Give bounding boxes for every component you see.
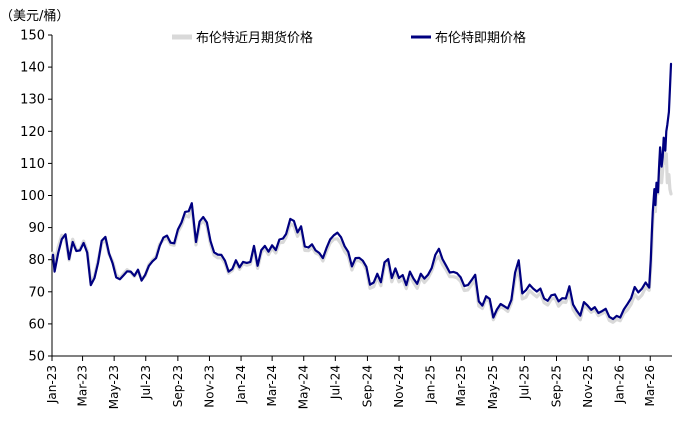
x-tick-label-16: Sep-25 [549, 365, 563, 407]
series-line-spot [51, 62, 673, 321]
x-tick-label-9: Jul-24 [328, 365, 342, 400]
x-tick-label-3: Jul-23 [139, 365, 153, 400]
x-axis: Jan-23 Mar-23 May-23 Jul-23 Sep-23 Nov-23 Jan-… [45, 355, 672, 409]
y-tick-label-70: 70 [28, 285, 45, 300]
legend-label-futures: 布伦特近月期货价格 [196, 30, 313, 46]
legend-item-spot: 布伦特即期价格 [411, 30, 526, 46]
x-tick-label-5: Nov-23 [202, 365, 216, 408]
y-tick-label-90: 90 [28, 221, 45, 236]
legend-item-futures: 布伦特近月期货价格 [172, 30, 313, 46]
x-tick-label-13: Mar-25 [454, 365, 468, 406]
y-tick-label-130: 130 [20, 93, 45, 108]
x-tick-label-17: Nov-25 [581, 365, 595, 408]
y-tick-label-60: 60 [28, 317, 45, 332]
x-tick-label-2: May-23 [107, 365, 121, 409]
unit-label: （美元/桶） [0, 9, 69, 24]
x-tick-label-1: Mar-23 [76, 365, 90, 406]
series-line-futures [51, 142, 673, 324]
y-tick-label-110: 110 [20, 157, 45, 172]
y-tick-label-140: 140 [20, 61, 45, 76]
x-tick-label-7: Mar-24 [265, 365, 279, 406]
x-tick-label-15: Jul-25 [517, 365, 531, 400]
x-tick-label-10: Sep-24 [360, 365, 374, 407]
x-tick-label-0: Jan-23 [45, 365, 59, 404]
x-tick-label-11: Nov-24 [392, 365, 406, 408]
x-tick-label-18: Jan-26 [613, 365, 627, 404]
y-tick-label-100: 100 [20, 189, 45, 204]
y-tick-label-50: 50 [28, 350, 45, 365]
series-layer [51, 62, 673, 324]
x-tick-label-6: Jan-24 [234, 365, 248, 404]
x-tick-label-19: Mar-26 [643, 365, 657, 406]
y-tick-label-150: 150 [20, 29, 45, 44]
legend: 布伦特近月期货价格 布伦特即期价格 [172, 30, 526, 46]
y-tick-label-120: 120 [20, 125, 45, 140]
x-tick-label-4: Sep-23 [171, 365, 185, 407]
x-tick-label-14: May-25 [486, 365, 500, 409]
x-tick-label-12: Jan-25 [424, 365, 438, 404]
y-tick-label-80: 80 [28, 253, 45, 268]
x-tick-label-8: May-24 [297, 365, 311, 409]
legend-label-spot: 布伦特即期价格 [435, 30, 526, 46]
y-axis: 50 60 70 80 90 100 110 120 130 140 150 [20, 29, 53, 365]
